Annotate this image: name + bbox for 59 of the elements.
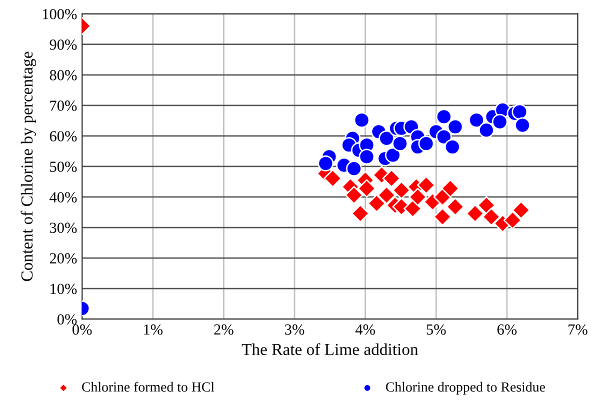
point [392, 181, 411, 200]
point [418, 136, 434, 152]
point [392, 136, 408, 152]
x-tick-label: 4% [355, 324, 375, 335]
point [404, 199, 422, 218]
point [436, 108, 452, 125]
y-tick-label: 70% [50, 100, 77, 111]
point [377, 186, 396, 204]
point [436, 128, 452, 145]
point [354, 112, 370, 128]
point [512, 104, 528, 120]
point [468, 112, 484, 128]
legend-label: Chlorine formed to HCl [82, 382, 214, 392]
y-tick-label: 100% [42, 8, 77, 20]
y-tick-label: 10% [50, 284, 77, 294]
x-tick-label: 3% [285, 324, 304, 335]
point [417, 176, 436, 194]
y-axis-title: Content of Chlorine by percentage [20, 52, 36, 282]
x-axis-title: The Rate of Lime addition [242, 343, 418, 356]
point [318, 155, 334, 172]
point [446, 198, 464, 216]
point [492, 114, 508, 130]
point [447, 118, 464, 135]
point [358, 148, 375, 165]
y-tick-label: 30% [50, 222, 77, 234]
point [466, 204, 484, 223]
y-tick-label: 0% [57, 314, 77, 325]
point [478, 122, 494, 138]
x-tick-label: 1% [144, 324, 163, 335]
x-tick-label: 2% [214, 324, 234, 335]
y-tick-label: 40% [50, 192, 77, 202]
point [441, 179, 460, 198]
x-tick-label: 7% [568, 324, 588, 335]
y-tick-label: 60% [50, 131, 77, 142]
point [367, 194, 386, 213]
point [384, 147, 401, 164]
point [382, 169, 401, 188]
point [346, 160, 362, 177]
y-tick-label: 20% [50, 253, 77, 264]
point [408, 188, 427, 206]
x-tick-label: 6% [497, 324, 517, 335]
y-tick-label: 50% [50, 162, 77, 172]
point [512, 200, 530, 220]
x-tick-label: 5% [426, 324, 446, 335]
x-tick-label: 0% [72, 324, 92, 335]
point [482, 208, 501, 226]
point [344, 186, 364, 204]
y-tick-label: 80% [50, 70, 77, 80]
point [433, 208, 452, 226]
y-tick-label: 90% [50, 40, 77, 50]
point [324, 169, 342, 188]
legend-label: Chlorine dropped to Residue [386, 382, 545, 394]
point [378, 130, 395, 146]
point [503, 210, 522, 230]
point [477, 196, 496, 214]
point [444, 138, 460, 155]
point [358, 179, 376, 198]
point [351, 204, 370, 223]
point [514, 117, 530, 134]
